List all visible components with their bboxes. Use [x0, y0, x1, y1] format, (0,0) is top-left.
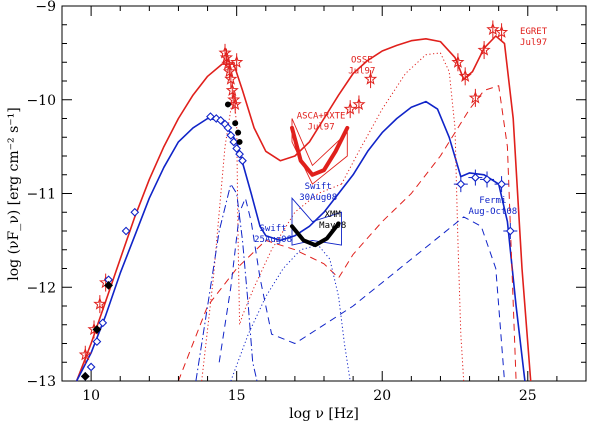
point-high-state-data	[221, 57, 235, 70]
point-low-state-radio	[92, 337, 102, 347]
annotation-fermi: Fermi Aug-Oct08	[468, 196, 517, 217]
annotation-osse-line: OSSE	[351, 55, 373, 65]
annotation-egret-line: EGRET	[520, 27, 548, 37]
point-egret-jul97	[486, 22, 500, 36]
point-black-optical	[235, 129, 242, 136]
point-egret-jul97	[451, 55, 465, 68]
annotation-swift25-line: 25Aug08	[254, 235, 292, 245]
point-high-state-data	[225, 83, 239, 96]
point-low-state-optical	[232, 144, 242, 153]
x-tick-label: 15	[228, 388, 246, 404]
annotation-xmm: XMM May08	[319, 210, 346, 231]
model-high-state-ssc	[177, 85, 517, 382]
point-low-state-optical	[235, 149, 244, 159]
point-low-state-black	[104, 280, 113, 290]
x-tick-label: 10	[82, 388, 100, 404]
point-low-state-optical	[238, 156, 247, 166]
point-fermi-aug-oct08	[497, 179, 506, 189]
point-high-state-data	[230, 55, 244, 68]
bowtie-spectra	[290, 118, 350, 248]
annotation-xmm-line: XMM	[325, 210, 342, 220]
point-egret-jul97	[494, 25, 509, 38]
point-osse-jul97	[363, 72, 378, 85]
point-black-optical	[236, 138, 243, 145]
point-low-state-optical	[223, 123, 233, 133]
annotation-egret: EGRET Jul97	[520, 27, 548, 48]
point-low-state-radio	[98, 318, 108, 328]
point-low-state-optical	[216, 115, 226, 125]
model-high-state-ec	[341, 52, 465, 382]
x-tick-label: 20	[373, 388, 391, 404]
bowtie-swift-30aug08	[291, 196, 342, 246]
point-osse-jul97	[352, 97, 366, 111]
point-low-state-black	[80, 371, 90, 381]
point-low-state-radio	[86, 362, 96, 372]
point-egret-jul97	[477, 43, 491, 56]
bowtie-fit-asca-rxte-jul97	[290, 125, 350, 177]
point-black-optical	[224, 101, 231, 108]
model-low-state-ssc-dotted	[230, 244, 351, 382]
y-tick-label: −13	[26, 374, 56, 390]
annotation-swift30-line: 30Aug08	[299, 193, 337, 203]
point-low-state-radio	[121, 226, 131, 236]
point-high-state-data	[78, 347, 92, 361]
y-tick-label: −10	[26, 93, 56, 109]
point-fermi-aug-oct08	[482, 175, 492, 184]
point-high-state-data	[219, 50, 234, 64]
point-fermi-aug-oct08	[505, 226, 515, 236]
x-axis-title: log ν [Hz]	[289, 406, 359, 422]
annotation-osse-line: Jul97	[348, 66, 375, 76]
point-egret-jul97	[468, 90, 482, 104]
model-low-state-dashed	[218, 197, 505, 382]
y-axis-title: log (νF_ν) [erg cm⁻² s⁻¹]	[6, 107, 22, 281]
point-fermi-aug-oct08	[456, 179, 466, 189]
annotation-osse: OSSE Jul97	[348, 55, 375, 76]
y-tick-label: −11	[26, 187, 56, 203]
axis-ticks: 10 15 20 25 −13 −12 −11 −10 −9	[26, 0, 587, 404]
annotation-fermi-line: Fermi	[479, 196, 506, 206]
annotation-swift30: Swift 30Aug08	[299, 182, 337, 203]
model-low-state-total	[75, 100, 526, 382]
y-tick-label: −9	[35, 0, 56, 15]
point-high-state-data	[222, 64, 236, 78]
point-high-state-data	[224, 72, 238, 85]
point-low-state-optical	[229, 137, 239, 147]
point-egret-jul97	[458, 69, 472, 82]
bowtie-fit-xmm-may08	[290, 221, 341, 248]
annotation-swift25-line: Swift	[260, 224, 287, 234]
point-high-state-data	[93, 297, 107, 310]
point-fermi-aug-oct08	[470, 173, 480, 182]
annotation-asca-line: Jul97	[308, 123, 335, 133]
annotation-xmm-line: May08	[319, 221, 346, 231]
y-tick-label: −12	[26, 280, 56, 296]
point-black-optical	[232, 120, 239, 127]
point-osse-jul97	[343, 102, 357, 115]
point-low-state-optical	[226, 130, 236, 140]
annotation-egret-line: Jul97	[520, 38, 547, 48]
point-high-state-data	[228, 97, 242, 111]
bowtie-asca-rxte-jul97	[291, 118, 348, 185]
point-low-state-radio	[130, 207, 140, 217]
annotation-swift25: Swift 25Aug08	[254, 224, 292, 245]
model-curves	[75, 35, 532, 382]
annotation-asca-line: ASCA+RXTE	[297, 112, 346, 122]
x-tick-label: 25	[519, 388, 537, 404]
data-points	[78, 20, 518, 381]
model-high-state-total	[75, 35, 532, 382]
annotation-swift30-line: Swift	[305, 182, 332, 192]
point-low-state-optical	[206, 112, 215, 122]
point-low-state-black	[92, 325, 102, 334]
annotation-asca: ASCA+RXTE Jul97	[297, 112, 346, 133]
model-low-state-synchrotron	[195, 183, 258, 382]
annotation-fermi-line: Aug-Oct08	[468, 207, 517, 217]
